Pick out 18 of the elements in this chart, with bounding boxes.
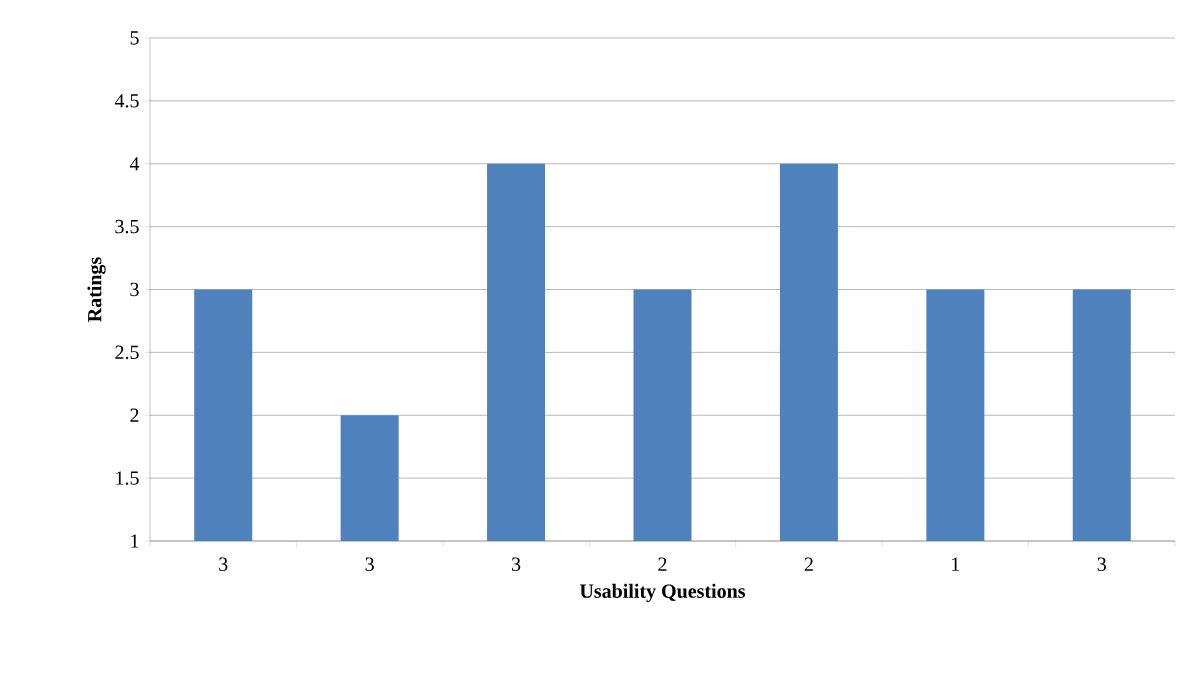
x-tick-label: 1 bbox=[952, 557, 960, 571]
y-tick-label: 2.5 bbox=[115, 345, 139, 360]
x-tick-label: 3 bbox=[1097, 557, 1106, 571]
y-tick-label: 1.5 bbox=[116, 471, 139, 485]
y-tick-label: 2 bbox=[130, 408, 139, 422]
x-axis-title: Usability Questions bbox=[579, 583, 746, 602]
y-tick-label: 4 bbox=[129, 157, 140, 171]
x-tick-label: 3 bbox=[219, 557, 228, 571]
y-tick-label: 3.5 bbox=[115, 219, 139, 234]
y-axis-title: Ratings bbox=[87, 257, 106, 322]
y-tick-label: 5 bbox=[130, 31, 139, 45]
y-tick-label: 1 bbox=[131, 534, 139, 548]
x-tick-label: 3 bbox=[512, 557, 521, 571]
y-tick-label: 3 bbox=[130, 282, 139, 297]
y-tick-label: 4.5 bbox=[114, 94, 139, 108]
x-tick-label: 2 bbox=[804, 557, 813, 571]
x-tick-label: 3 bbox=[365, 557, 374, 571]
x-tick-label: 2 bbox=[658, 557, 667, 571]
